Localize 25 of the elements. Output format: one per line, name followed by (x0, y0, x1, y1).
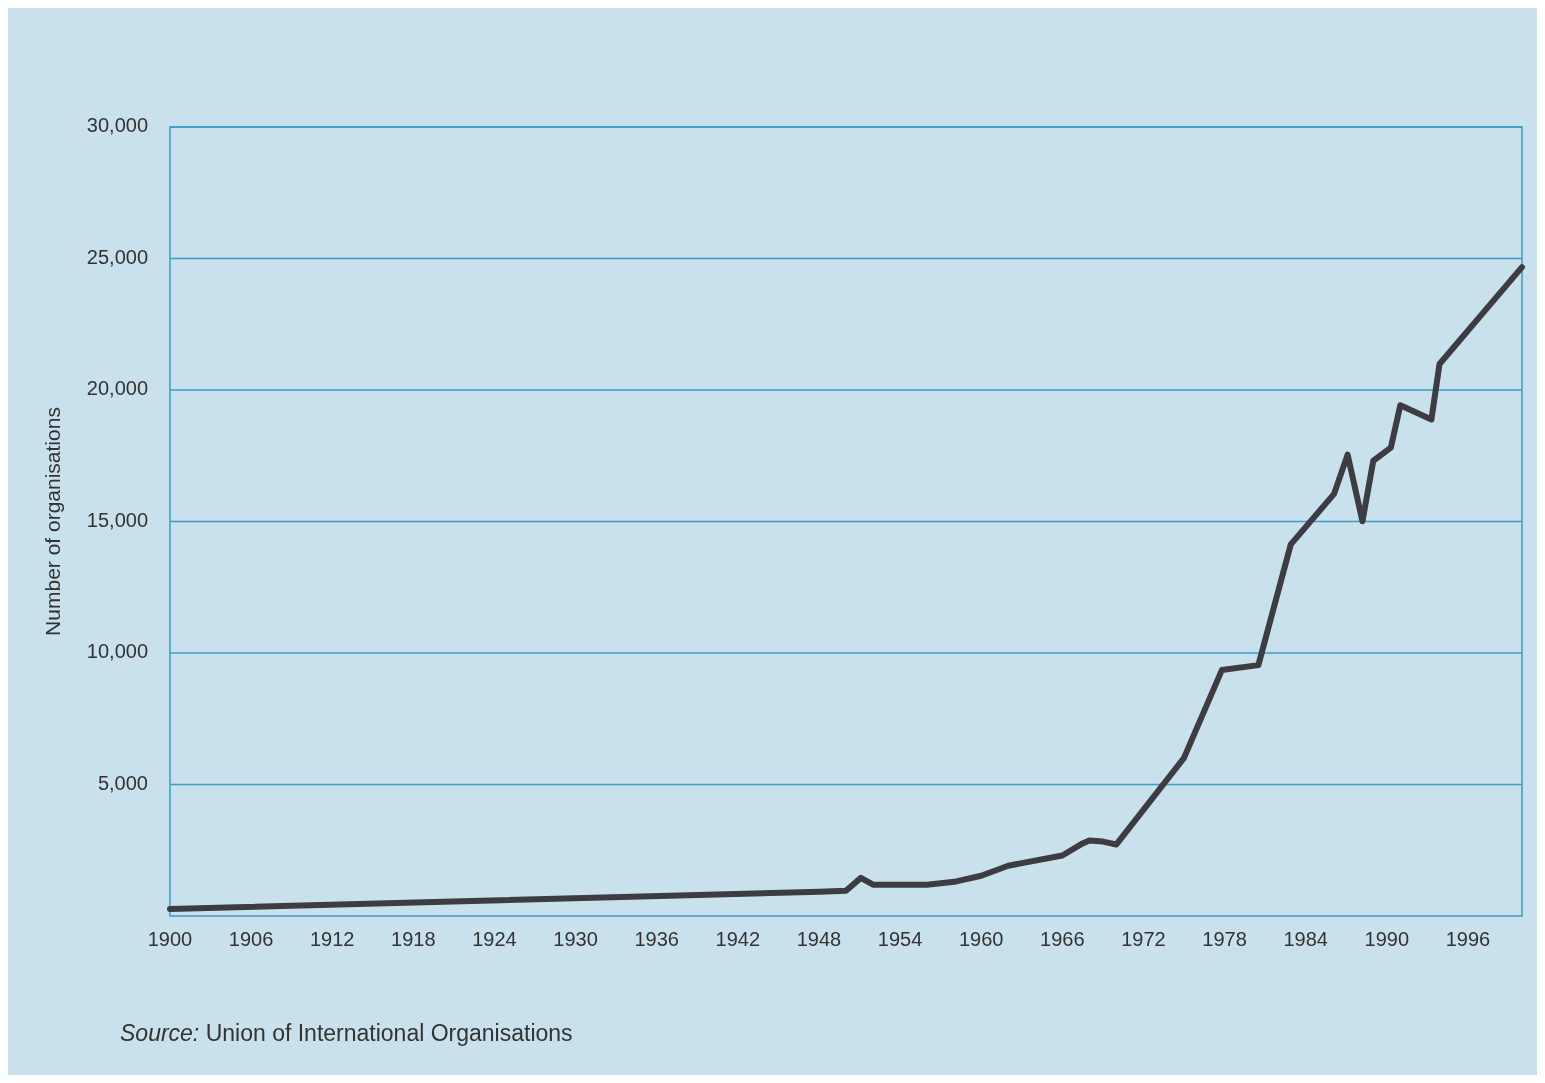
y-tick-label: 20,000 (86, 377, 148, 400)
y-tick-label: 15,000 (86, 508, 148, 531)
x-tick-label: 1972 (1121, 928, 1166, 950)
x-tick-label: 1912 (309, 928, 355, 950)
x-tick-label: 1948 (796, 928, 842, 950)
x-tick-label: 1936 (634, 928, 679, 950)
x-tick-label: 1906 (228, 928, 274, 950)
y-tick-label: 30,000 (86, 114, 148, 137)
x-tick-label: 1900 (147, 928, 193, 950)
x-tick-label: 1942 (715, 928, 761, 950)
x-tick-label: 1918 (391, 928, 436, 950)
y-tick-label: 25,000 (86, 245, 148, 268)
y-tick-label: 10,000 (86, 640, 148, 663)
x-tick-label: 1984 (1283, 928, 1328, 950)
x-tick-label: 1930 (553, 928, 598, 950)
source-note: Source: Union of International Organisations (120, 1020, 573, 1046)
x-tick-label: 1960 (958, 928, 1004, 950)
y-axis-title: Number of organisations (41, 407, 64, 636)
y-tick-label: 5,000 (97, 771, 148, 794)
x-tick-label: 1996 (1445, 928, 1491, 950)
x-tick-label: 1954 (877, 928, 923, 950)
x-tick-label: 1966 (1040, 928, 1085, 950)
x-tick-label: 1978 (1202, 928, 1247, 950)
x-tick-label: 1924 (472, 928, 517, 950)
x-tick-label: 1990 (1364, 928, 1410, 950)
